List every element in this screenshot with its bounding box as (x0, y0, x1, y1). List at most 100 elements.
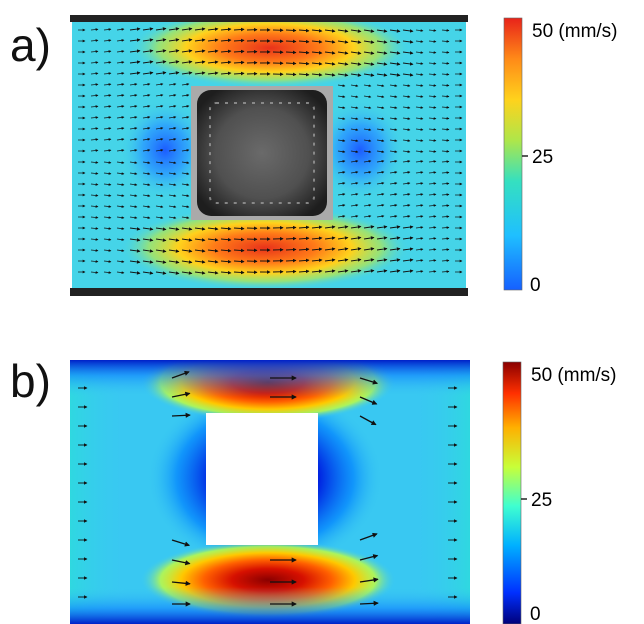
velocity-arrow (363, 181, 372, 185)
velocity-arrow (207, 71, 219, 75)
velocity-arrow (90, 39, 99, 42)
velocity-arrow (194, 71, 206, 75)
velocity-arrow (181, 205, 190, 209)
velocity-arrow (285, 28, 297, 33)
velocity-arrow (363, 40, 375, 44)
velocity-arrow (350, 192, 359, 196)
velocity-arrow (363, 258, 375, 262)
velocity-arrow (155, 60, 167, 64)
velocity-arrow (194, 227, 206, 231)
velocity-arrow (142, 82, 151, 86)
velocity-arrow (168, 249, 180, 253)
velocity-arrow (441, 193, 450, 196)
velocity-arrow (402, 269, 414, 273)
velocity-arrow (142, 137, 151, 141)
velocity-arrow (363, 29, 375, 33)
velocity-arrow (389, 139, 398, 143)
velocity-arrow (311, 258, 323, 263)
jet-lobe-bottom (120, 206, 410, 290)
velocity-arrow (207, 49, 219, 53)
velocity-arrow (402, 62, 414, 66)
velocity-arrow (428, 215, 437, 218)
velocity-arrow (129, 82, 138, 86)
velocity-arrow (103, 172, 112, 175)
square-cylinder-image (197, 90, 327, 216)
velocity-arrow (103, 127, 112, 130)
velocity-arrow (103, 116, 112, 119)
velocity-arrow (181, 148, 190, 152)
velocity-arrow (142, 71, 154, 75)
velocity-arrow (298, 236, 310, 241)
velocity-arrow (428, 62, 437, 65)
velocity-arrow (116, 61, 125, 64)
velocity-arrow (376, 150, 385, 154)
velocity-arrow (181, 38, 193, 42)
velocity-arrow (285, 225, 297, 230)
velocity-arrow (441, 117, 450, 120)
velocity-arrow (402, 258, 414, 262)
velocity-arrow (337, 247, 349, 251)
velocity-arrow (337, 139, 346, 143)
velocity-arrow (428, 193, 437, 196)
velocity-arrow (155, 271, 167, 275)
velocity-arrow (155, 260, 167, 264)
velocity-arrow (129, 194, 138, 198)
colorbar-b-min-label: 0 (530, 604, 541, 624)
wake-downstream (315, 100, 405, 200)
velocity-arrow (350, 247, 362, 251)
velocity-arrow (181, 27, 193, 31)
velocity-arrow (441, 73, 450, 76)
velocity-arrow (285, 236, 297, 241)
velocity-arrow (441, 248, 450, 251)
panel-label-a: a) (10, 19, 51, 71)
velocity-arrow (428, 29, 437, 32)
velocity-arrow (116, 149, 125, 152)
velocity-arrow (168, 260, 180, 264)
velocity-arrow (415, 182, 424, 185)
velocity-arrow (116, 216, 125, 219)
velocity-arrow (376, 139, 385, 143)
velocity-arrow (376, 62, 388, 66)
velocity-arrow (103, 39, 112, 42)
velocity-arrow (376, 51, 388, 55)
velocity-arrow (90, 205, 99, 208)
velocity-arrow (90, 127, 99, 130)
velocity-arrow (441, 215, 450, 218)
velocity-arrow (207, 60, 219, 64)
velocity-arrow (376, 170, 385, 174)
velocity-arrow (428, 226, 437, 229)
velocity-arrow (350, 159, 359, 163)
velocity-arrow (441, 204, 450, 207)
velocity-arrow (168, 148, 177, 152)
velocity-arrow (207, 249, 219, 253)
velocity-arrow (441, 237, 450, 240)
velocity-arrow (311, 236, 323, 241)
velocity-arrow (441, 62, 450, 65)
velocity-arrow (181, 71, 193, 75)
velocity-arrow (116, 127, 125, 130)
velocity-arrow (324, 73, 336, 77)
colorbar-a: 50 (mm/s) 25 0 (503, 17, 618, 296)
velocity-arrow (181, 161, 190, 165)
velocity-arrow (116, 194, 125, 197)
velocity-arrow (311, 269, 323, 274)
velocity-arrow (376, 84, 385, 88)
velocity-arrow (428, 95, 437, 98)
velocity-arrow (350, 73, 362, 77)
velocity-arrow (142, 271, 154, 275)
velocity-arrow (376, 159, 385, 163)
velocity-arrow (168, 38, 180, 42)
panel-a-field (70, 15, 468, 296)
velocity-arrow (129, 49, 141, 53)
velocity-arrow (402, 193, 411, 196)
velocity-arrow (129, 38, 141, 42)
velocity-arrow (233, 38, 245, 43)
velocity-arrow (350, 225, 362, 229)
velocity-arrow (194, 38, 206, 42)
velocity-arrow (116, 260, 125, 263)
velocity-arrow (129, 27, 141, 31)
velocity-arrow (168, 227, 180, 231)
velocity-arrow (103, 72, 112, 75)
velocity-arrow (415, 84, 424, 87)
velocity-arrow (376, 236, 388, 240)
